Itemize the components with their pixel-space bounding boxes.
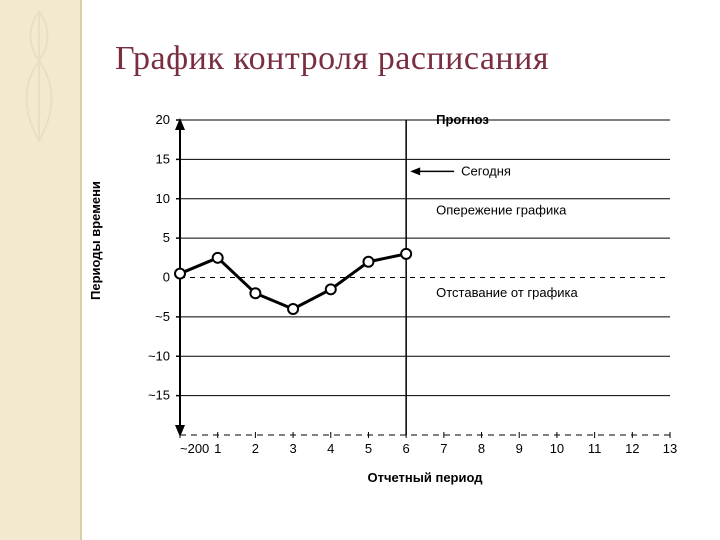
page-title: График контроля расписания: [115, 40, 549, 78]
svg-text:20: 20: [156, 112, 170, 127]
svg-text:3: 3: [289, 441, 296, 456]
svg-text:5: 5: [365, 441, 372, 456]
svg-text:Отчетный период: Отчетный период: [367, 470, 483, 485]
svg-text:Опережение графика: Опережение графика: [436, 203, 567, 218]
svg-text:7: 7: [440, 441, 447, 456]
svg-text:~5: ~5: [155, 309, 170, 324]
svg-text:8: 8: [478, 441, 485, 456]
svg-text:Отставание от графика: Отставание от графика: [436, 285, 578, 300]
svg-text:~15: ~15: [148, 388, 170, 403]
decor-strip: [0, 0, 82, 540]
svg-text:~10: ~10: [148, 348, 170, 363]
svg-text:13: 13: [663, 441, 677, 456]
svg-text:9: 9: [516, 441, 523, 456]
svg-text:12: 12: [625, 441, 639, 456]
svg-text:0: 0: [163, 270, 170, 285]
svg-text:1: 1: [214, 441, 221, 456]
schedule-control-chart: 20151050~5~10~15~20012345678910111213Отч…: [120, 110, 680, 490]
svg-text:~200: ~200: [180, 441, 209, 456]
y-axis-label: Периоды времени: [88, 181, 103, 300]
svg-text:Сегодня: Сегодня: [461, 163, 511, 178]
svg-text:10: 10: [156, 191, 170, 206]
svg-text:2: 2: [252, 441, 259, 456]
svg-text:Прогноз: Прогноз: [436, 112, 489, 127]
svg-text:10: 10: [550, 441, 564, 456]
svg-text:4: 4: [327, 441, 334, 456]
svg-text:15: 15: [156, 151, 170, 166]
svg-text:6: 6: [403, 441, 410, 456]
svg-text:5: 5: [163, 230, 170, 245]
svg-text:11: 11: [588, 441, 602, 456]
